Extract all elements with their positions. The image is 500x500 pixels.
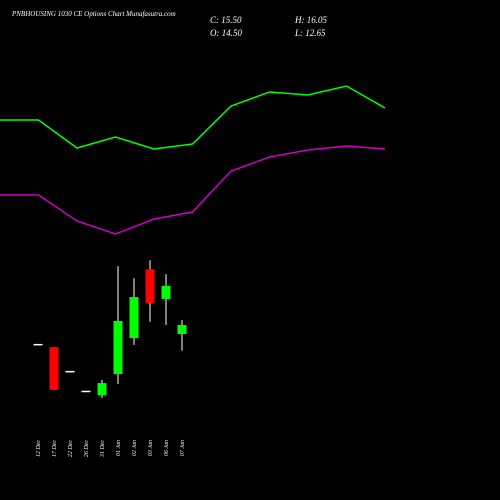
- candle-body: [129, 297, 139, 339]
- x-tick-label: 12 Dec: [36, 440, 42, 457]
- x-tick-label: 02 Jan: [132, 440, 138, 456]
- candle-body: [65, 370, 75, 373]
- x-tick-label: 31 Dec: [100, 440, 106, 458]
- candle-body: [145, 269, 155, 303]
- header-open: O: 14.50: [210, 28, 242, 38]
- candle-body: [113, 320, 123, 375]
- x-tick-label: 06 Jan: [164, 440, 170, 456]
- candle-body: [177, 325, 187, 335]
- header-close: C: 15.50: [210, 15, 242, 25]
- x-tick-label: 22 Dec: [68, 440, 74, 457]
- x-tick-label: 07 Jan: [180, 440, 186, 456]
- header-low: L: 12.65: [294, 28, 326, 38]
- x-tick-label: 17 Dec: [52, 440, 58, 457]
- x-tick-label: 03 Jan: [148, 440, 154, 456]
- candle-body: [161, 285, 171, 299]
- indicator-line: [0, 85, 386, 150]
- candle-body: [97, 383, 107, 396]
- header-high: H: 16.05: [294, 15, 327, 25]
- x-tick-label: 01 Jan: [116, 440, 122, 456]
- candle-body: [49, 347, 59, 390]
- x-tick-label: 26 Dec: [84, 440, 90, 457]
- candle-body: [81, 390, 91, 393]
- chart-title: PNBHOUSING 1030 CE Options Chart Munafas…: [11, 10, 176, 18]
- indicator-line: [0, 145, 386, 235]
- candle-body: [33, 343, 43, 346]
